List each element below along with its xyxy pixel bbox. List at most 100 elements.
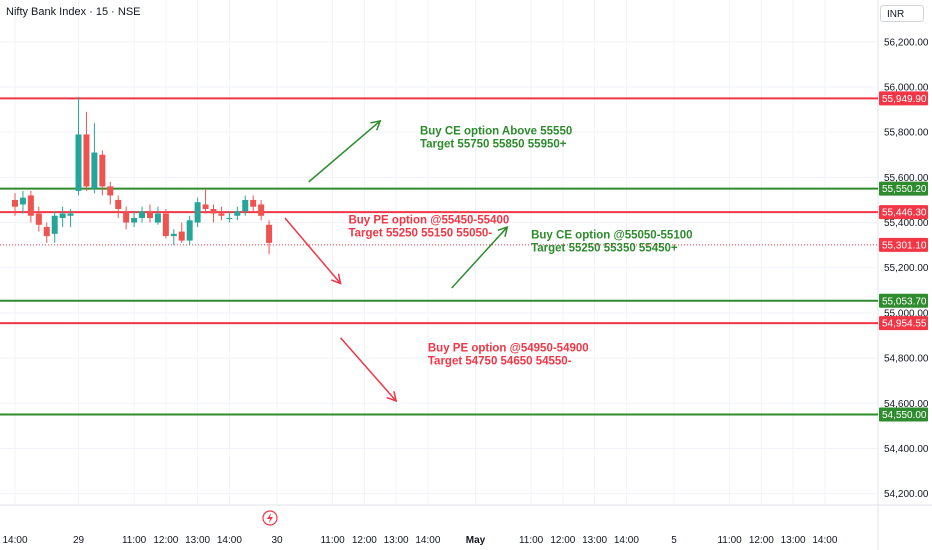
level-price-tag <box>879 181 928 196</box>
candle-body <box>123 211 130 223</box>
arrow-head <box>330 273 342 285</box>
x-tick-label: 13:00 <box>185 535 210 546</box>
candle-body <box>250 199 257 207</box>
x-tick-label: 29 <box>73 535 85 546</box>
x-tick-label: 13:00 <box>384 535 409 546</box>
level-price-text: 55,053.70 <box>882 296 927 307</box>
x-tick-label: 12:00 <box>749 535 774 546</box>
x-tick-label: 11:00 <box>717 535 742 546</box>
annotation-line1: Buy CE option @55050-55100 <box>531 229 692 241</box>
level-price-text: 54,550.00 <box>882 410 927 421</box>
annotation-line2: Target 55250 55350 55450+ <box>531 242 678 254</box>
arrow-head <box>386 391 398 403</box>
x-tick-label: May <box>466 535 486 546</box>
candle-body <box>75 134 82 191</box>
arrow-head <box>497 225 509 237</box>
x-tick-label: 14:00 <box>2 535 27 546</box>
x-tick-label: 12:00 <box>352 535 377 546</box>
x-tick-label: 12:00 <box>153 535 178 546</box>
candle-body <box>146 211 153 219</box>
candle-body <box>131 218 138 223</box>
annotation-line2: Target 55750 55850 55950+ <box>420 138 567 150</box>
price-axis[interactable]: 56,200.00 56,000.00 55,800.00 55,600.00 55,4… <box>884 37 929 500</box>
level-price-text: 55,301.10 <box>882 240 927 251</box>
trend-arrows <box>284 119 509 403</box>
candle-body <box>194 202 201 223</box>
x-tick-label: 12:00 <box>550 535 575 546</box>
candle-body <box>218 213 225 216</box>
x-tick-label: 30 <box>271 535 283 546</box>
candle-body <box>139 211 146 219</box>
level-price-tag <box>879 237 928 252</box>
level-price-tag <box>879 316 928 331</box>
level-price-tag <box>879 91 928 106</box>
x-tick-label: 11:00 <box>320 535 345 546</box>
x-tick-label: 14:00 <box>812 535 837 546</box>
y-tick-label: 56,000.00 <box>884 83 929 94</box>
x-tick-label: 14:00 <box>614 535 639 546</box>
arrow-shaft <box>284 217 342 285</box>
x-tick-label: 11:00 <box>519 535 544 546</box>
candle-body <box>12 199 18 207</box>
y-tick-label: 56,200.00 <box>884 37 929 48</box>
candlestick-series <box>12 97 273 255</box>
annotation-line1: Buy PE option @54950-54900 <box>428 342 589 354</box>
y-tick-label: 55,600.00 <box>884 173 929 184</box>
x-tick-label: 13:00 <box>582 535 607 546</box>
candle-body <box>83 134 90 187</box>
candle-body <box>162 213 169 237</box>
candle-body <box>59 213 66 219</box>
x-tick-label: 14:00 <box>415 535 440 546</box>
candle-body <box>115 199 122 209</box>
level-price-text: 55,446.30 <box>882 208 927 219</box>
candle-body <box>234 211 241 216</box>
candle-body <box>186 220 193 241</box>
candle-body <box>242 199 249 212</box>
candle-body <box>35 213 42 225</box>
arrow-shaft <box>308 120 381 183</box>
y-tick-label: 55,200.00 <box>884 263 929 274</box>
annotation-line1: Buy CE option Above 55550 <box>420 125 572 137</box>
y-tick-label: 54,400.00 <box>884 444 929 455</box>
x-tick-label: 11:00 <box>122 535 147 546</box>
level-price-tag <box>879 293 928 308</box>
candle-body <box>210 208 217 214</box>
candle-body <box>226 218 233 220</box>
y-tick-label: 55,000.00 <box>884 308 929 319</box>
level-price-labels: 55,949.90 55,550.20 55,446.30 55,301.10 55,0… <box>879 91 928 422</box>
candle-body <box>178 231 185 241</box>
currency-button[interactable]: INR <box>880 5 924 22</box>
arrow-shaft <box>339 337 397 402</box>
y-tick-label: 55,400.00 <box>884 218 929 229</box>
arrow-shaft <box>451 226 508 289</box>
candle-body <box>67 213 74 216</box>
candle-body <box>91 152 98 189</box>
level-price-text: 55,949.90 <box>882 94 927 105</box>
x-tick-label: 13:00 <box>781 535 806 546</box>
annotation-line2: Target 54750 54650 54550- <box>428 355 572 367</box>
y-tick-label: 54,600.00 <box>884 399 929 410</box>
flash-icon[interactable] <box>262 510 278 526</box>
candle-body <box>170 233 177 237</box>
candle-body <box>51 215 58 234</box>
candle-body <box>99 154 106 187</box>
candle-body <box>27 195 34 216</box>
arrow-head <box>370 119 382 131</box>
annotation-line1: Buy PE option @55450-55400 <box>348 215 509 227</box>
level-price-text: 54,954.55 <box>882 319 927 330</box>
annotation-line2: Target 55250 55150 55050- <box>348 228 492 240</box>
level-price-tag <box>879 407 928 422</box>
y-tick-label: 54,200.00 <box>884 489 929 500</box>
symbol-title: Nifty Bank Index · 15 · NSE <box>6 6 141 18</box>
y-tick-label: 54,800.00 <box>884 354 929 365</box>
candle-body <box>258 204 265 216</box>
candle-body <box>154 213 161 223</box>
candle-body <box>43 227 50 237</box>
candle-body <box>107 186 114 196</box>
x-tick-label: 14:00 <box>217 535 242 546</box>
time-axis[interactable]: 14:00 29 11:00 12:00 13:00 14:00 30 11:00 12:00 1… <box>2 535 837 546</box>
horizontal-levels <box>0 97 878 416</box>
